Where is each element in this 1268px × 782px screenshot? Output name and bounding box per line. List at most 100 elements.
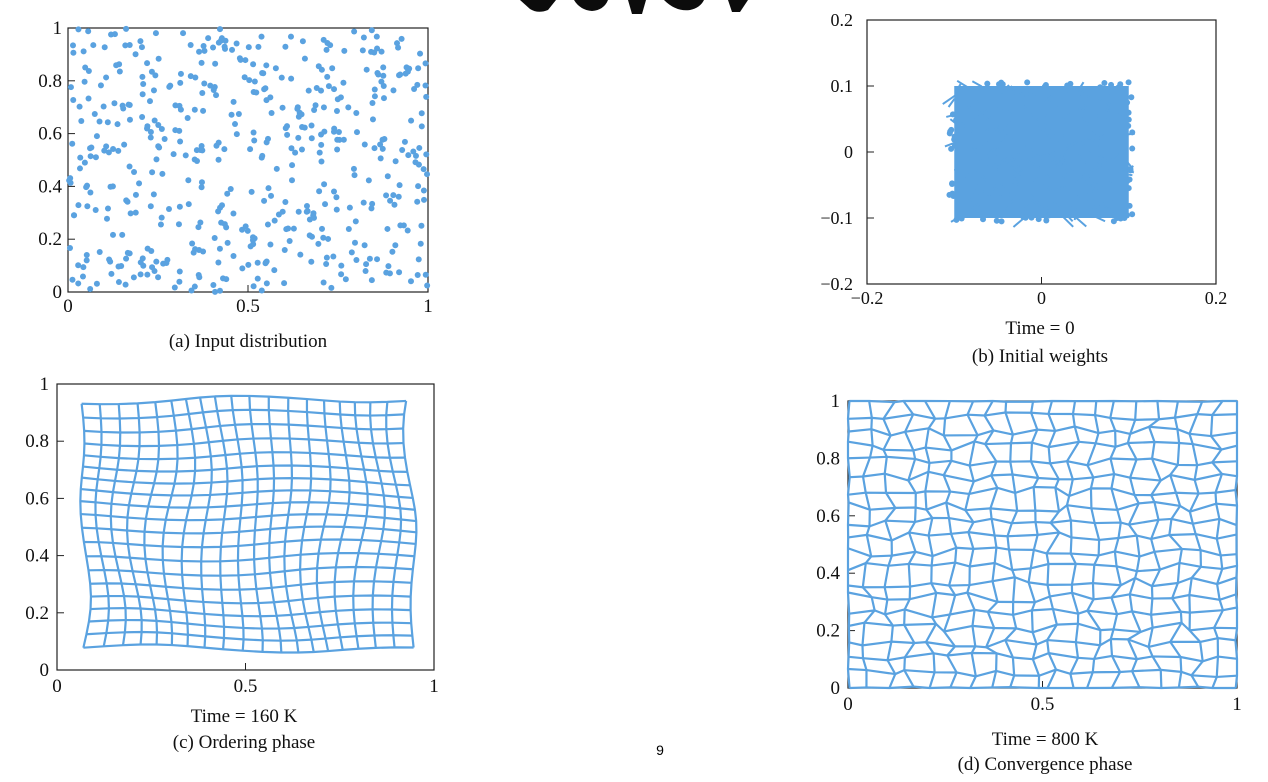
weight-edge <box>1009 191 1021 200</box>
weight-node <box>946 191 953 198</box>
data-point <box>232 121 239 128</box>
weight-edge <box>1041 107 1054 113</box>
data-point <box>407 278 414 285</box>
data-point <box>320 104 327 111</box>
data-point <box>196 48 203 55</box>
weight-edge <box>1078 88 1087 97</box>
weight-edge <box>977 110 981 113</box>
data-point <box>324 73 331 80</box>
weight-node <box>993 217 1000 224</box>
weight-edge <box>1033 89 1045 101</box>
weight-node <box>958 215 965 222</box>
data-point <box>239 226 246 233</box>
data-point <box>150 191 157 198</box>
data-point <box>330 128 337 135</box>
weight-node <box>998 79 1005 86</box>
data-point <box>132 191 139 198</box>
data-point <box>148 248 155 255</box>
weight-edge <box>1096 206 1109 217</box>
data-point <box>188 287 195 294</box>
data-point <box>378 78 385 85</box>
data-point <box>299 124 306 131</box>
weight-edge <box>1062 216 1074 228</box>
data-point <box>187 42 194 49</box>
lattice-column-line <box>861 400 876 688</box>
data-point <box>83 184 90 191</box>
data-point <box>422 60 429 67</box>
lattice-column-line <box>180 398 197 647</box>
weight-edge <box>1055 162 1067 172</box>
data-point <box>130 274 137 281</box>
data-point <box>67 244 74 251</box>
lattice-row-line <box>82 464 408 473</box>
weight-edge <box>997 105 1004 112</box>
weight-edge <box>1060 186 1065 196</box>
data-point <box>197 146 204 153</box>
data-point <box>230 210 237 217</box>
data-point <box>250 89 257 96</box>
data-point <box>119 102 126 109</box>
weight-edge <box>1093 215 1106 223</box>
weight-edge <box>1041 129 1048 138</box>
weight-node <box>1125 79 1132 86</box>
data-point <box>267 241 274 248</box>
weight-edge <box>1121 150 1127 155</box>
data-point <box>418 110 425 117</box>
weight-edge <box>975 165 980 170</box>
weight-edge <box>1003 122 1015 131</box>
data-point <box>101 44 108 51</box>
data-point <box>157 221 164 228</box>
lattice-row-line <box>847 516 1237 528</box>
lattice-column-line <box>1065 400 1081 689</box>
data-point <box>421 196 428 203</box>
weight-edge <box>1062 186 1073 191</box>
lattice-column-line <box>983 400 999 688</box>
data-point <box>210 44 217 51</box>
weight-edge <box>1026 176 1041 184</box>
data-point <box>76 103 83 110</box>
lattice-row-line <box>86 551 415 563</box>
weight-edge <box>1008 178 1021 190</box>
data-point <box>295 208 302 215</box>
y-tick-label: 0.2 <box>816 621 840 642</box>
weight-edge <box>955 171 960 175</box>
data-point <box>410 148 417 155</box>
data-point <box>360 199 367 206</box>
data-point <box>160 260 167 267</box>
data-point <box>384 173 391 180</box>
data-point <box>76 165 83 172</box>
data-point <box>103 74 110 81</box>
data-point <box>264 221 271 228</box>
data-point <box>377 155 384 162</box>
lattice-column-line <box>882 401 897 689</box>
data-point <box>245 44 252 51</box>
data-point <box>155 143 162 150</box>
data-point <box>351 239 358 246</box>
data-point <box>75 26 82 33</box>
data-point <box>111 100 118 107</box>
data-point <box>250 283 257 290</box>
weight-edge <box>1102 168 1110 176</box>
data-point <box>389 248 396 255</box>
weight-edge <box>994 167 1001 172</box>
x-tick-label: −0.2 <box>851 288 884 308</box>
data-point <box>424 171 431 178</box>
data-point <box>311 107 318 114</box>
weight-edge <box>997 129 1003 134</box>
lattice-column-line <box>125 403 143 645</box>
data-point <box>184 114 191 121</box>
data-point <box>295 134 302 141</box>
data-point <box>415 256 422 263</box>
weight-edge <box>1089 89 1102 101</box>
data-point <box>373 33 380 40</box>
lattice-row-line <box>81 525 417 535</box>
data-point <box>140 80 147 87</box>
data-point <box>108 31 115 38</box>
weight-edge <box>1116 121 1120 126</box>
data-point <box>147 203 154 210</box>
weight-fill <box>954 86 1129 218</box>
lattice-row-line <box>847 546 1237 558</box>
data-point <box>365 177 372 184</box>
weight-edge <box>979 158 982 162</box>
figure-caption: (c) Ordering phase <box>173 732 315 753</box>
